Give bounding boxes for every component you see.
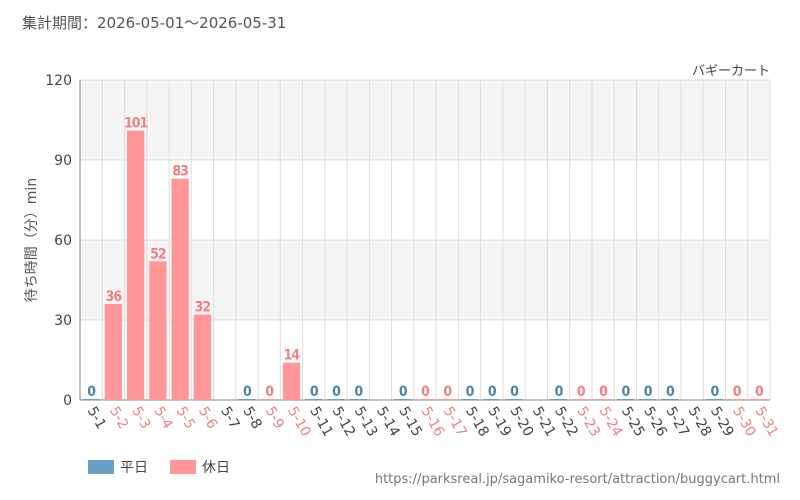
bar <box>638 399 657 400</box>
plot-band <box>80 80 770 160</box>
x-tick-label: 5-4 <box>150 404 175 432</box>
x-tick-label: 5-8 <box>239 404 264 432</box>
bar <box>260 399 278 400</box>
bar <box>349 399 367 400</box>
bar <box>282 362 301 400</box>
bar-value-label: 0 <box>733 384 742 400</box>
bar-value-label: 0 <box>710 384 719 400</box>
y-tick-label: 90 <box>54 153 72 169</box>
bar-value-label: 32 <box>195 300 211 316</box>
bar <box>327 399 345 400</box>
y-tick-label: 30 <box>54 313 72 329</box>
bar-value-label: 0 <box>755 384 764 400</box>
bar-value-label: 0 <box>488 384 497 400</box>
bar-value-label: 0 <box>421 384 430 400</box>
period-label: 集計期間：2026-05-01～2026-05-31 <box>22 14 287 32</box>
bar-value-label: 36 <box>106 289 123 305</box>
bar-value-label: 0 <box>644 384 653 400</box>
bar <box>238 399 256 400</box>
y-tick-label: 120 <box>45 73 72 89</box>
bar-value-label: 0 <box>310 384 319 400</box>
bar <box>594 399 612 400</box>
x-tick-label: 5-7 <box>217 404 242 432</box>
bar <box>616 399 635 400</box>
bar-value-label: 0 <box>577 384 586 400</box>
bar-value-label: 0 <box>510 384 519 400</box>
legend-holiday[interactable]: 休日 <box>170 457 230 477</box>
bar <box>82 399 100 400</box>
bar <box>416 399 434 400</box>
bar <box>483 399 501 400</box>
bar <box>505 399 523 400</box>
bar <box>460 399 479 400</box>
bar <box>572 399 590 400</box>
bar-value-label: 0 <box>399 384 408 400</box>
bar <box>394 399 412 400</box>
bar <box>705 399 724 400</box>
bar-value-label: 0 <box>466 384 475 400</box>
bar-value-label: 52 <box>150 246 166 262</box>
bar <box>438 399 456 400</box>
bar <box>104 304 123 400</box>
legend-weekday[interactable]: 平日 <box>88 457 148 477</box>
bar-value-label: 0 <box>87 384 96 400</box>
bar-value-label: 0 <box>332 384 341 400</box>
bar-value-label: 0 <box>555 384 564 400</box>
bar <box>126 130 145 400</box>
bar-value-label: 0 <box>621 384 630 400</box>
y-tick-label: 0 <box>63 393 72 409</box>
bar <box>305 399 323 400</box>
bar-value-label: 0 <box>443 384 452 400</box>
bar-value-label: 14 <box>284 348 301 364</box>
x-tick-label: 5-9 <box>262 404 287 432</box>
bar <box>661 399 679 400</box>
bar-value-label: 0 <box>599 384 608 400</box>
legend-holiday-label: 休日 <box>202 460 230 476</box>
weekday-swatch <box>88 460 114 474</box>
bar-value-label: 0 <box>243 384 252 400</box>
bar <box>549 399 568 400</box>
x-tick-label: 5-1 <box>84 404 109 432</box>
legend-weekday-label: 平日 <box>120 460 148 476</box>
bar-value-label: 0 <box>666 384 675 400</box>
bar <box>149 261 167 400</box>
y-axis-label: 待ち時間（分）min <box>24 178 40 302</box>
bar-value-label: 101 <box>124 116 148 132</box>
x-tick-label: 5-31 <box>751 404 781 440</box>
x-tick-label: 5-5 <box>173 404 198 432</box>
bar <box>727 399 746 400</box>
bar <box>171 178 189 400</box>
bar <box>750 399 768 400</box>
x-tick-label: 5-3 <box>128 404 153 432</box>
source-url[interactable]: https://parksreal.jp/sagamiko-resort/att… <box>374 472 780 487</box>
bar-value-label: 83 <box>172 164 188 180</box>
bar-value-label: 0 <box>265 384 274 400</box>
y-tick-label: 60 <box>54 233 72 249</box>
attraction-name: バギーカート <box>691 64 770 79</box>
holiday-swatch <box>170 460 196 474</box>
bar-value-label: 0 <box>354 384 363 400</box>
x-tick-label: 5-2 <box>106 404 131 432</box>
x-tick-label: 5-6 <box>195 404 220 432</box>
plot-band <box>80 240 770 320</box>
bar <box>193 314 212 400</box>
legend: 平日 休日 <box>88 457 230 477</box>
